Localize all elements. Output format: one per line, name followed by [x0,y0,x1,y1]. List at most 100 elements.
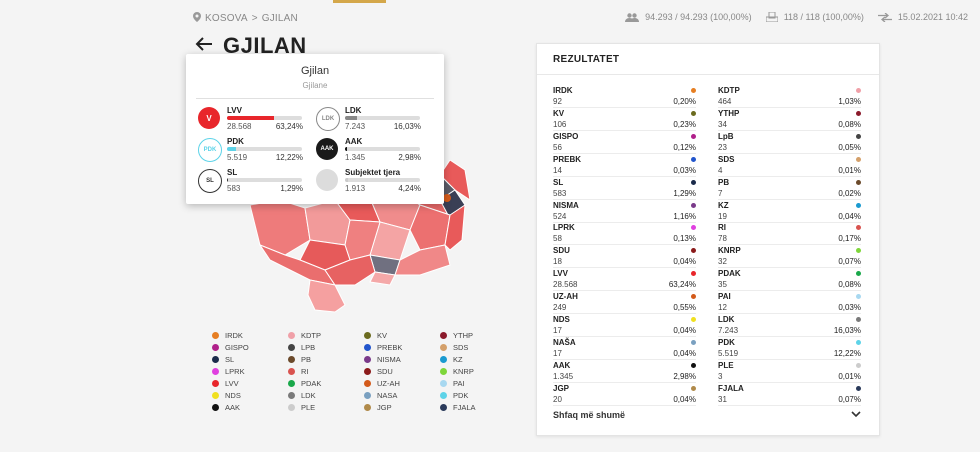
legend-dot-icon [212,332,219,339]
result-votes: 35 [718,280,727,290]
result-percent: 0,13% [673,234,696,244]
candidate-votes: 7.243 [345,122,366,131]
party-color-dot-icon [856,248,861,254]
legend-label: AAK [225,403,241,412]
result-percent: 0,07% [838,257,861,267]
vote-share-fill [227,116,275,120]
legend-item[interactable]: SDU [364,367,393,376]
result-item: KDTP 464 1,03% [718,86,861,109]
legend-dot-icon [364,356,371,363]
legend-dot-icon [440,332,447,339]
legend-item[interactable]: AAK [212,403,240,412]
legend-label: KZ [453,355,463,364]
legend-item[interactable]: SL [212,355,234,364]
result-item: GISPO 56 0,12% [553,132,696,155]
legend-item[interactable]: PB [288,355,311,364]
legend-item[interactable]: RI [288,367,309,376]
show-more-button[interactable]: Shfaq më shumë [553,410,626,420]
stations-value: 118 / 118 (100,00%) [783,12,864,22]
back-arrow-icon[interactable] [195,35,213,58]
legend-dot-icon [288,380,295,387]
result-item: KNRP 32 0,07% [718,246,861,269]
candidate-name: LDK [345,106,362,115]
result-percent: 0,04% [673,257,696,267]
legend-dot-icon [212,344,219,351]
legend-item[interactable]: KNRP [440,367,474,376]
result-party: KZ [718,200,729,210]
result-votes: 34 [718,119,727,129]
result-divider [553,129,696,131]
legend-item[interactable]: GISPO [212,343,249,352]
legend-item[interactable]: IRDK [212,331,243,340]
legend-item[interactable]: KV [364,331,387,340]
legend-item[interactable]: NDS [212,391,241,400]
result-divider [553,358,696,360]
party-color-dot-icon [856,156,861,162]
result-percent: 1,03% [838,97,861,106]
result-divider [553,336,696,337]
result-party: KDTP [718,86,740,95]
legend-item[interactable]: FJALA [440,403,476,412]
result-votes: 56 [553,142,562,152]
party-logo-icon: SL [198,169,222,193]
legend-dot-icon [212,404,219,411]
legend-item[interactable]: LVV [212,379,239,388]
vote-share-bar [345,147,420,151]
legend-item[interactable]: PDAK [288,379,321,388]
vote-share-fill [227,178,228,182]
legend-item[interactable]: PDK [440,391,468,400]
result-percent: 0,02% [838,188,861,198]
legend-dot-icon [440,368,447,375]
result-item: PB 7 0,02% [718,178,861,201]
vote-share-bar [227,178,302,182]
result-item: LVV 28.568 63,24% [553,269,696,292]
legend-label: FJALA [453,403,476,412]
result-divider [553,267,696,269]
candidate-percent: 4,24% [398,184,421,193]
legend-label: LVV [225,379,239,388]
legend-item[interactable]: LDK [288,391,316,400]
legend-label: IRDK [225,331,243,340]
result-percent: 0,12% [673,142,696,152]
legend-item[interactable]: NISMA [364,355,401,364]
result-votes: 12 [718,303,727,313]
legend-item[interactable]: UZ-AH [364,379,400,388]
legend-item[interactable]: JGP [364,403,392,412]
legend-label: YTHP [453,331,474,340]
result-divider [718,175,861,177]
legend-item[interactable]: KDTP [288,331,321,340]
party-color-dot-icon [691,156,696,162]
legend-item[interactable]: PAI [440,379,465,388]
legend-item[interactable]: YTHP [440,331,473,340]
legend-item[interactable]: NASA [364,391,397,400]
legend-item[interactable]: PLE [288,403,315,412]
legend-item[interactable]: LPB [288,343,315,352]
tooltip-subtitle: Gjilane [302,81,328,90]
result-votes: 20 [553,394,562,404]
result-percent: 63,24% [668,280,696,290]
breadcrumb-city[interactable]: GJILAN [261,13,298,24]
vote-share-fill [345,116,358,120]
candidate-votes: 583 [227,184,241,193]
people-icon [625,12,640,22]
party-color-dot-icon [691,179,696,185]
result-percent: 2,98% [673,371,696,381]
chevron-down-icon[interactable] [851,410,861,421]
top-bar: KOSOVA > GJILAN 94.293 / 94.293 (100,00%… [0,0,980,30]
legend-dot-icon [364,380,371,387]
result-percent: 0,08% [838,280,861,290]
result-votes: 17 [553,326,562,335]
result-divider [718,267,861,269]
legend-item[interactable]: SDS [440,343,468,352]
result-item: PAI 12 0,03% [718,292,861,315]
party-color-dot-icon [691,202,696,208]
legend-item[interactable]: LPRK [212,367,245,376]
result-percent: 0,05% [838,142,861,152]
legend-dot-icon [288,332,295,339]
result-divider [553,290,696,292]
legend-item[interactable]: KZ [440,355,463,364]
party-logo-icon: PDK [198,138,222,162]
legend-item[interactable]: PREBK [364,343,402,352]
result-item: YTHP 34 0,08% [718,109,861,132]
breadcrumb-region[interactable]: KOSOVA [205,13,248,24]
